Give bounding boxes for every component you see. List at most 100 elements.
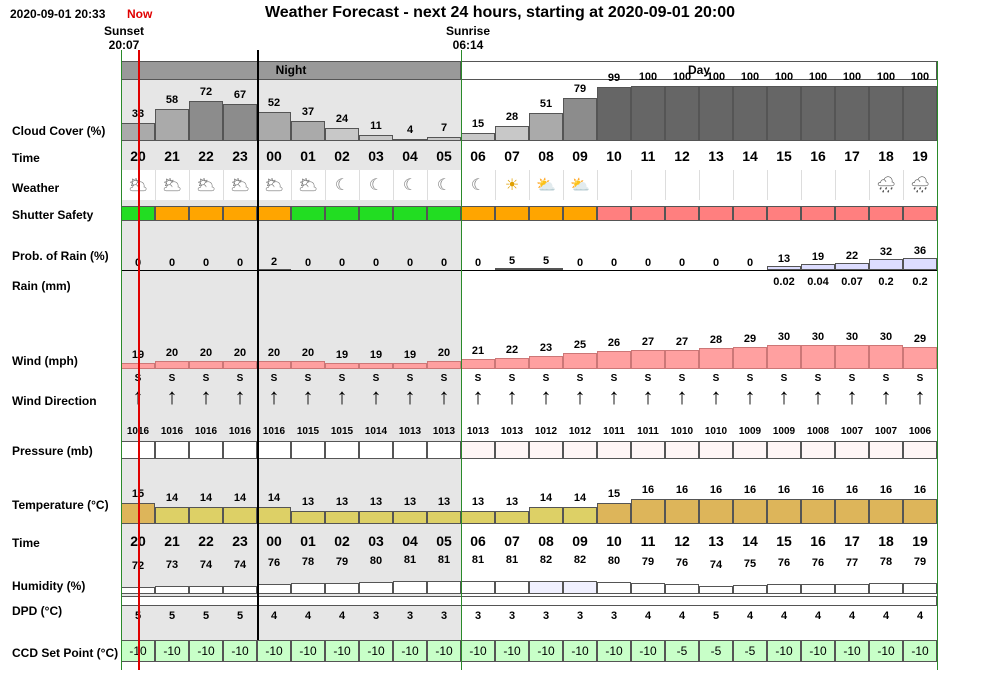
ccd-cell <box>393 640 427 662</box>
pressure-cell <box>903 441 937 459</box>
humidity-value: 74 <box>709 558 723 571</box>
arrow-up-icon: ↑ <box>608 384 620 409</box>
sunrise-line <box>461 50 462 670</box>
time-cell: 01 <box>300 533 316 549</box>
dpd-band <box>121 596 937 606</box>
wind-bar <box>223 361 257 369</box>
pressure-value: 1016 <box>228 426 252 437</box>
partly-cloudy-night-icon: 🌥 <box>195 177 217 194</box>
cloud-cover-bar <box>189 101 223 141</box>
time-cell: 10 <box>606 148 622 164</box>
arrow-up-icon: ↑ <box>200 384 212 409</box>
temperature-value: 14 <box>165 492 179 505</box>
shutter-safety-cell <box>835 206 869 221</box>
time-cell: 01 <box>300 148 316 164</box>
weather-cell <box>257 170 291 200</box>
pressure-value: 1007 <box>874 426 898 437</box>
prob-rain-bar <box>903 258 937 270</box>
temperature-value: 14 <box>233 492 247 505</box>
cloud-cover-value: 79 <box>573 82 587 95</box>
humidity-bar <box>733 585 767 594</box>
cloud-cover-value: 37 <box>301 105 315 118</box>
prob-rain-value: 0 <box>168 257 176 269</box>
arrow-up-icon: ↑ <box>234 384 246 409</box>
cloud-cover-value: 52 <box>267 97 281 110</box>
temperature-value: 16 <box>879 483 893 496</box>
temperature-bar <box>631 498 665 524</box>
dpd-value: 3 <box>542 610 550 622</box>
temperature-bar <box>325 511 359 524</box>
temperature-bar <box>903 498 937 524</box>
wind-bar <box>393 362 427 369</box>
wind-direction-text: S <box>236 373 244 384</box>
dpd-value: 3 <box>372 610 380 622</box>
cloud-cover-value: 4 <box>406 123 414 136</box>
ccd-value: -10 <box>265 644 283 658</box>
humidity-value: 74 <box>233 558 247 571</box>
cloud-cover-bar <box>359 134 393 141</box>
pressure-cell <box>665 441 699 459</box>
weather-cell <box>801 170 835 200</box>
temperature-bar <box>699 498 733 524</box>
wind-bar <box>257 361 291 369</box>
partly-cloudy-night-icon: 🌥 <box>161 177 183 194</box>
cloud-cover-value: 100 <box>842 71 862 83</box>
humidity-bar <box>189 585 223 594</box>
dpd-value: 4 <box>916 610 924 622</box>
pressure-value: 1007 <box>840 426 864 437</box>
clear-night-icon: ☾ <box>368 177 384 194</box>
wind-value: 20 <box>165 347 179 359</box>
sunrise-label: Sunrise <box>445 24 490 38</box>
wind-bar <box>325 362 359 369</box>
dpd-value: 4 <box>882 610 890 622</box>
ccd-value: -10 <box>809 644 827 658</box>
dpd-value: 4 <box>746 610 754 622</box>
time-cell: 08 <box>538 148 554 164</box>
wind-value: 27 <box>641 335 655 348</box>
cloud-cover-value: 58 <box>165 94 179 107</box>
humidity-value: 79 <box>913 555 927 568</box>
ccd-cell <box>597 640 631 662</box>
weather-cell <box>835 170 869 200</box>
label-humidity: Humidity (%) <box>12 579 86 593</box>
ccd-cell <box>665 640 699 662</box>
label-wind: Wind (mph) <box>12 354 78 368</box>
weather-cell <box>325 170 359 200</box>
cloud-cover-bar <box>393 138 427 141</box>
time-cell: 18 <box>878 533 894 549</box>
dpd-value: 3 <box>508 610 516 622</box>
dpd-value: 4 <box>644 610 652 622</box>
ccd-value: -10 <box>911 644 929 658</box>
humidity-bar <box>427 581 461 594</box>
cloud-cover-value: 100 <box>638 71 658 83</box>
arrow-up-icon: ↑ <box>268 384 280 409</box>
arrow-up-icon: ↑ <box>438 384 450 409</box>
humidity-value: 81 <box>471 554 485 567</box>
shutter-safety-cell <box>393 206 427 221</box>
pressure-cell <box>359 441 393 459</box>
wind-direction-text: S <box>848 373 856 384</box>
weather-cell <box>223 170 257 200</box>
humidity-bar <box>495 581 529 594</box>
wind-value: 26 <box>607 337 621 350</box>
ccd-cell <box>325 640 359 662</box>
wind-direction-text: S <box>746 373 754 384</box>
time-cell: 11 <box>640 148 656 164</box>
cloud-cover-value: 7 <box>440 122 448 135</box>
prob-rain-bar <box>869 259 903 270</box>
arrow-up-icon: ↑ <box>540 384 552 409</box>
pressure-value: 1010 <box>670 426 694 437</box>
humidity-bar <box>563 580 597 594</box>
rain-cloud-icon: 🌧 <box>875 177 897 194</box>
prob-rain-value: 0 <box>746 257 754 269</box>
wind-bar <box>427 361 461 369</box>
humidity-value: 80 <box>607 555 621 567</box>
dpd-value: 4 <box>814 610 822 622</box>
wind-bar <box>529 356 563 369</box>
wind-bar <box>155 361 189 369</box>
pressure-value: 1012 <box>534 426 558 437</box>
cloud-cover-bar <box>495 125 529 141</box>
weather-cell <box>563 170 597 200</box>
wind-value: 25 <box>573 339 587 351</box>
time-cell: 23 <box>232 533 248 549</box>
